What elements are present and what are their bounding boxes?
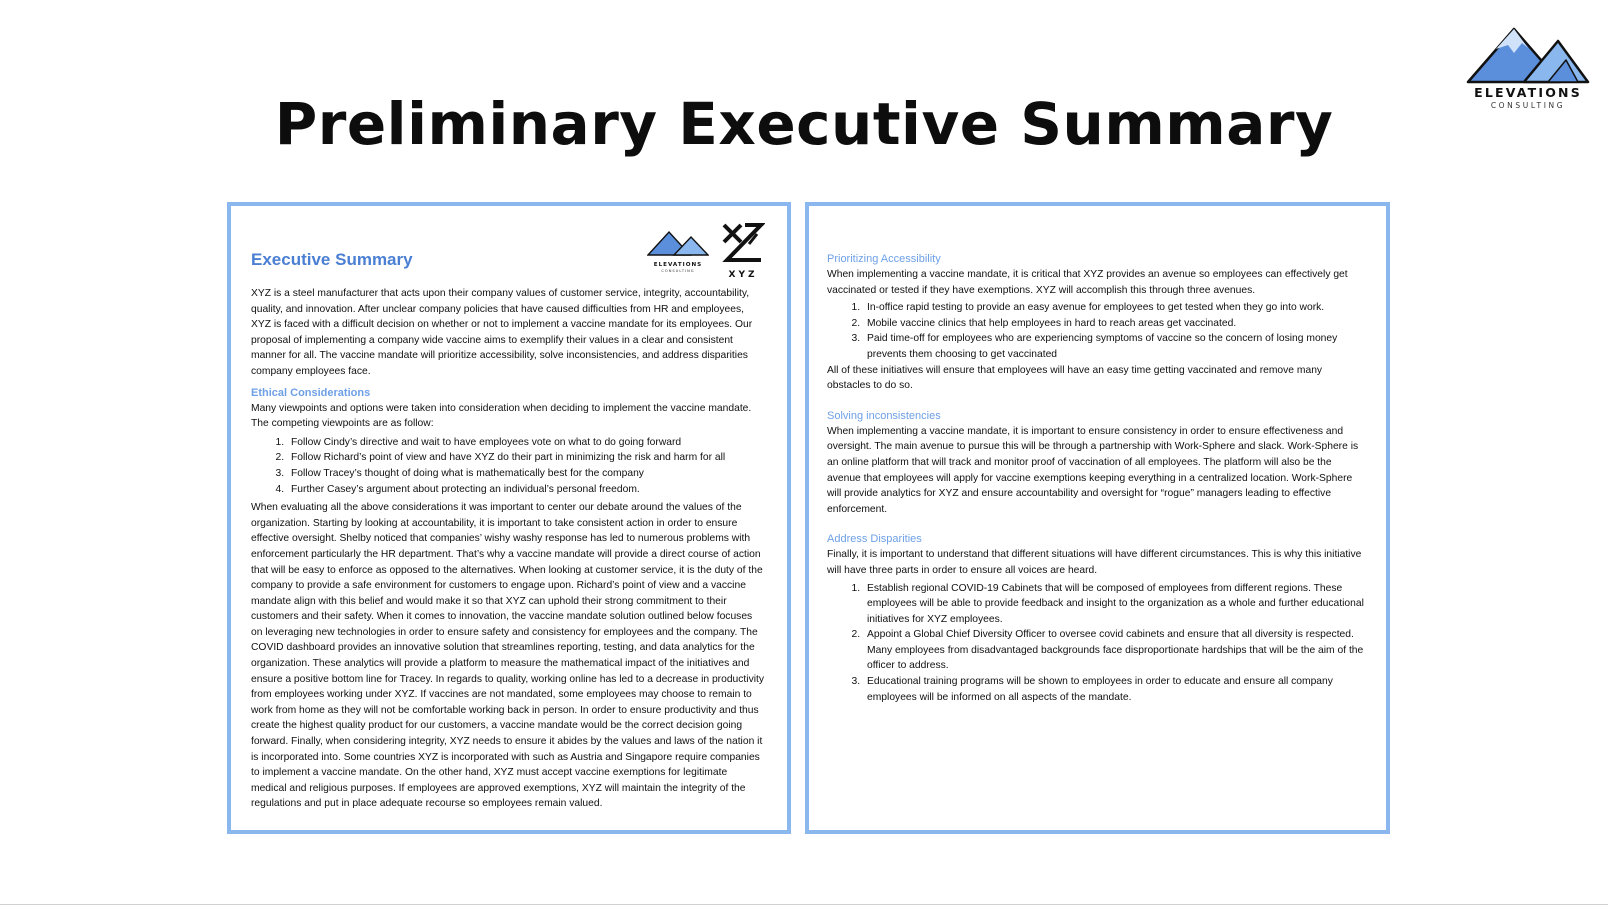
disparities-lead-paragraph: Finally, it is important to understand t… xyxy=(827,549,1362,576)
mini-brand-name: ELEVATIONS xyxy=(653,261,703,268)
xyz-logo: XYZ xyxy=(721,222,766,281)
list-item: Educational training programs will be sh… xyxy=(863,674,1368,705)
intro-paragraph: XYZ is a steel manufacturer that acts up… xyxy=(251,288,753,377)
list-item: In-office rapid testing to provide an ea… xyxy=(863,300,1368,316)
list-item: Paid time-off for employees who are expe… xyxy=(863,331,1368,362)
ethical-lead-paragraph: Many viewpoints and options were taken i… xyxy=(251,402,752,430)
inconsistencies-paragraph: When implementing a vaccine mandate, it … xyxy=(827,425,1359,515)
list-item: Further Casey’s argument about protectin… xyxy=(287,482,765,498)
xyz-mark-icon xyxy=(722,223,766,262)
mini-elevations-logo: ELEVATIONS CONSULTING xyxy=(646,230,710,274)
list-item: Mobile vaccine clinics that help employe… xyxy=(863,316,1368,332)
ethical-considerations-heading: Ethical Considerations xyxy=(251,386,371,399)
slide-title: Preliminary Executive Summary xyxy=(274,90,1334,158)
slide-bottom-divider xyxy=(0,904,1608,905)
document-page-right: Prioritizing Accessibility When implemen… xyxy=(805,202,1390,834)
executive-summary-title: Executive Summary xyxy=(251,250,413,269)
list-item: Follow Tracey’s thought of doing what is… xyxy=(287,466,765,482)
list-item: Appoint a Global Chief Diversity Officer… xyxy=(863,627,1368,674)
xyz-logo-text: XYZ xyxy=(728,269,758,280)
elevations-consulting-logo: ELEVATIONS CONSULTING xyxy=(1460,26,1596,110)
disparities-list: Establish regional COVID-19 Cabinets tha… xyxy=(827,581,1368,706)
viewpoints-list: Follow Cindy’s directive and wait to hav… xyxy=(251,435,765,497)
accessibility-list: In-office rapid testing to provide an ea… xyxy=(827,300,1368,362)
list-item: Follow Cindy’s directive and wait to hav… xyxy=(287,435,765,451)
prioritizing-accessibility-heading: Prioritizing Accessibility xyxy=(827,253,941,265)
document-page-left: ELEVATIONS CONSULTING XYZ Executive Summ… xyxy=(227,202,791,834)
brand-subtitle: CONSULTING xyxy=(1490,101,1566,110)
list-item: Follow Richard’s point of view and have … xyxy=(287,450,765,466)
address-disparities-heading: Address Disparities xyxy=(827,533,922,546)
mini-brand-subtitle: CONSULTING xyxy=(661,268,695,273)
mini-mountain-icon xyxy=(646,230,710,256)
solving-inconsistencies-heading: Solving inconsistencies xyxy=(827,409,941,422)
brand-name: ELEVATIONS xyxy=(1474,85,1582,100)
list-item: Establish regional COVID-19 Cabinets tha… xyxy=(863,581,1368,628)
document-logos: ELEVATIONS CONSULTING XYZ xyxy=(646,222,766,281)
mountain-logo-icon xyxy=(1466,27,1590,84)
accessibility-lead-paragraph: When implementing a vaccine mandate, it … xyxy=(827,269,1348,296)
ethical-body-paragraph: When evaluating all the above considerat… xyxy=(251,502,765,810)
accessibility-closing-paragraph: All of these initiatives will ensure tha… xyxy=(827,364,1323,392)
